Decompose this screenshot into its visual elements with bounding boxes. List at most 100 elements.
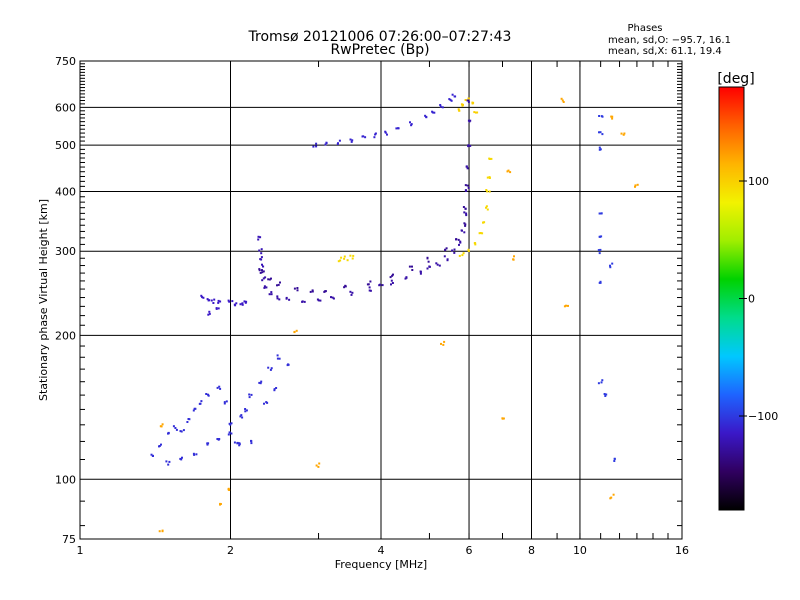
data-point — [288, 298, 291, 301]
data-point — [317, 299, 320, 302]
data-point — [485, 189, 488, 191]
data-point — [600, 381, 603, 384]
data-point — [611, 262, 614, 265]
data-point — [461, 254, 464, 257]
data-point — [431, 111, 434, 114]
data-point — [463, 222, 466, 225]
data-point — [340, 256, 343, 259]
data-point — [241, 302, 244, 305]
data-point — [200, 294, 203, 297]
data-point — [502, 417, 505, 420]
data-point — [259, 382, 262, 385]
data-point — [276, 284, 278, 287]
data-point — [441, 106, 444, 109]
data-point — [262, 277, 265, 280]
data-point — [411, 265, 413, 268]
y-tick-label: 100 — [55, 473, 76, 486]
data-point — [201, 296, 204, 299]
data-point — [259, 271, 262, 274]
data-point — [601, 379, 604, 382]
data-point — [610, 496, 613, 499]
data-point — [460, 103, 463, 106]
data-point — [311, 289, 314, 292]
data-point — [488, 177, 491, 179]
data-point — [207, 394, 210, 397]
data-point — [158, 530, 161, 533]
data-point — [250, 440, 253, 443]
data-point — [239, 415, 242, 418]
data-point — [473, 111, 476, 114]
data-point — [481, 232, 484, 235]
data-point — [228, 422, 231, 425]
data-point — [601, 133, 604, 136]
data-point — [276, 295, 279, 298]
data-point — [205, 393, 208, 395]
data-point — [180, 430, 183, 433]
data-point — [361, 135, 364, 138]
data-point — [463, 211, 466, 214]
data-point — [600, 212, 603, 215]
data-point — [506, 170, 509, 173]
data-point — [439, 104, 442, 106]
data-point — [208, 299, 211, 302]
data-point — [391, 274, 394, 277]
data-point — [454, 95, 457, 98]
data-point — [168, 460, 171, 463]
data-point — [230, 432, 233, 435]
data-point — [461, 104, 464, 107]
data-point — [482, 221, 485, 224]
data-point — [435, 262, 438, 265]
data-point — [233, 441, 236, 444]
data-point — [227, 299, 230, 302]
data-point — [475, 111, 477, 114]
data-point — [192, 452, 195, 455]
data-point — [160, 443, 162, 446]
data-point — [464, 223, 467, 226]
data-point — [258, 269, 261, 272]
data-point — [390, 283, 392, 286]
data-point — [352, 254, 355, 257]
data-point — [275, 387, 278, 389]
data-point — [609, 264, 611, 267]
data-point — [296, 287, 299, 289]
data-point — [241, 303, 244, 306]
data-point — [427, 260, 430, 263]
data-point — [217, 301, 220, 304]
data-point — [270, 293, 273, 296]
data-point — [238, 443, 241, 446]
data-point — [462, 252, 465, 255]
data-point — [565, 304, 567, 307]
data-point — [311, 290, 314, 293]
data-point — [278, 298, 281, 301]
data-point — [457, 108, 460, 111]
data-point — [467, 145, 470, 148]
data-point — [337, 260, 340, 263]
data-point — [598, 252, 601, 255]
data-point — [368, 289, 371, 292]
data-point — [330, 296, 332, 299]
data-point — [598, 212, 601, 215]
data-point — [609, 266, 612, 269]
data-point — [419, 272, 422, 275]
data-point — [349, 290, 352, 293]
data-point — [426, 267, 429, 270]
data-point — [369, 289, 372, 292]
data-point — [192, 409, 195, 412]
data-point — [386, 133, 388, 136]
data-point — [260, 258, 263, 261]
data-point — [445, 247, 448, 250]
data-point — [339, 259, 342, 262]
data-point — [175, 428, 178, 431]
data-point — [443, 255, 446, 258]
data-point — [296, 289, 299, 292]
data-point — [351, 139, 354, 142]
data-point — [260, 256, 263, 259]
data-point — [262, 270, 265, 273]
data-point — [257, 235, 260, 238]
data-point — [440, 342, 442, 345]
data-point — [235, 302, 238, 305]
data-point — [187, 418, 190, 420]
data-point — [260, 248, 263, 251]
data-point — [462, 206, 465, 208]
data-point — [391, 282, 394, 284]
